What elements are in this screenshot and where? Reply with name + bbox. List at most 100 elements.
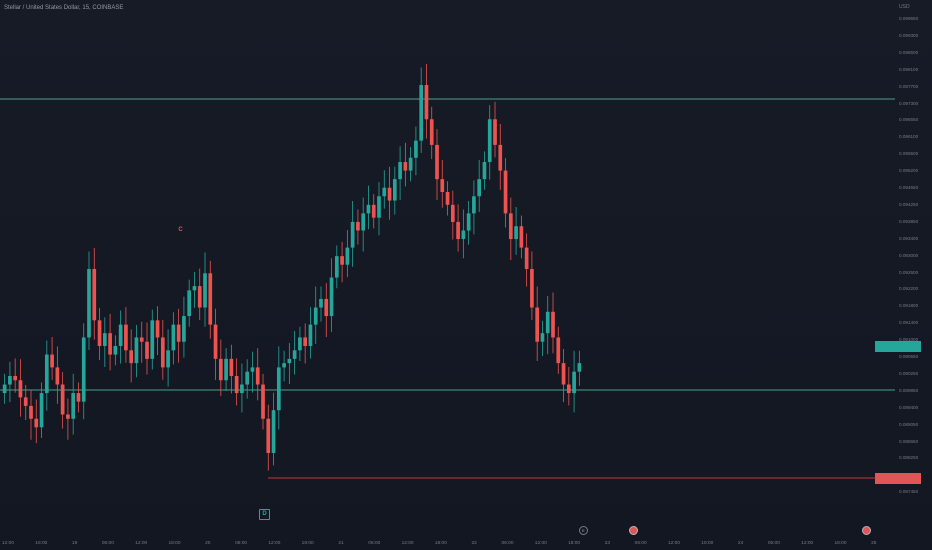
price-tick-label: 0.095500: [899, 151, 919, 157]
time-tick-label: 18:00: [301, 541, 314, 546]
price-tick-label: 0.096550: [899, 117, 919, 123]
candle-body: [466, 213, 471, 231]
time-tick-label: 18:00: [168, 541, 181, 546]
time-tick-label: 06:00: [368, 541, 381, 546]
candle-body: [182, 316, 186, 342]
time-tick-label: 18:00: [834, 541, 847, 546]
price-tick-label: 0.093000: [899, 252, 919, 258]
candle-body: [545, 311, 550, 334]
candle-body: [8, 375, 12, 385]
time-tick-label: 22: [471, 541, 477, 546]
candle-body: [303, 337, 308, 347]
price-tick-label: 0.099300: [899, 32, 919, 38]
candle-body: [313, 307, 318, 325]
candle-body: [556, 337, 561, 364]
time-tick-label: 12:00: [1, 541, 15, 546]
candle-body: [472, 196, 476, 214]
price-tick-label: 0.088250: [899, 455, 919, 461]
candle-body: [503, 170, 508, 214]
event-icon-1[interactable]: E: [579, 526, 588, 535]
price-tick-label: 0.098100: [899, 66, 919, 72]
price-tick-label: 0.093850: [899, 218, 919, 224]
price-tick-label: 0.091000: [899, 337, 919, 343]
time-tick-label: 24: [737, 541, 744, 546]
candle-body: [561, 363, 566, 385]
price-tick-label: 0.092600: [899, 269, 919, 275]
candle-body: [218, 358, 223, 381]
candle-body: [450, 204, 455, 222]
time-tick-label: 19: [71, 541, 78, 546]
candle-body: [440, 179, 445, 192]
candle-body: [298, 337, 302, 351]
candle-body: [524, 247, 529, 269]
candle-body: [366, 204, 371, 214]
candle-body: [287, 358, 292, 364]
candle-body: [361, 213, 366, 231]
price-tick-label: 0.094250: [899, 201, 919, 207]
candle-body: [176, 324, 181, 342]
price-tick-label: 0.097700: [899, 83, 919, 89]
currency-label: USD: [899, 4, 910, 10]
symbol-title: Stellar / United States Dollar, 15, COIN…: [4, 5, 124, 11]
price-tick-label: 0.088650: [899, 438, 919, 444]
time-tick-label: 21: [338, 541, 344, 546]
candle-body: [234, 375, 239, 394]
candle-body: [519, 226, 524, 248]
candle-body: [508, 213, 513, 240]
candle-body: [424, 85, 429, 120]
candle-body: [102, 333, 107, 347]
candle-body: [145, 341, 149, 359]
candle-body: [224, 358, 228, 381]
price-tick-label: 0.089400: [899, 404, 919, 410]
price-tick-label: 0.090650: [899, 354, 919, 359]
candle-body: [250, 367, 255, 372]
candle-body: [572, 371, 576, 394]
candle-body: [392, 179, 397, 201]
candle-body: [319, 298, 323, 308]
candle-body: [419, 85, 424, 141]
candle-body: [514, 226, 518, 240]
price-tick-label: 0.095200: [899, 168, 919, 174]
candle-body: [414, 140, 418, 158]
candle-body: [487, 119, 492, 163]
candle-body: [371, 204, 376, 218]
price-tick-label: 0.094650: [899, 185, 919, 190]
candle-body: [535, 307, 540, 342]
candle-body: [139, 337, 144, 342]
candle-body: [39, 393, 44, 428]
candle-body: [171, 324, 176, 351]
candle-body: [13, 375, 18, 381]
candle-group: [2, 64, 582, 471]
event-icon-2[interactable]: [629, 526, 638, 535]
candle-body: [124, 324, 128, 351]
event-icon-3[interactable]: [862, 526, 871, 535]
wave-label-d[interactable]: D: [259, 509, 270, 520]
candle-body: [60, 384, 65, 415]
candle-body: [44, 354, 49, 394]
candle-body: [55, 367, 60, 385]
candle-body: [81, 337, 86, 402]
price-tick-label: 0.096100: [899, 134, 919, 140]
candle-body: [282, 363, 286, 368]
time-tick-label: 18:00: [35, 541, 48, 546]
candle-body: [345, 247, 350, 265]
time-tick-label: 06:00: [501, 541, 514, 546]
candle-body: [350, 221, 355, 248]
time-tick-label: 18:00: [434, 541, 447, 546]
time-tick-label: 06:00: [235, 541, 248, 546]
candle-body: [87, 269, 91, 338]
candle-body: [387, 187, 392, 201]
price-tick-label: 0.092200: [899, 286, 919, 292]
price-tick-label: 0.099550: [899, 16, 919, 21]
price-tick-label: 0.087450: [899, 489, 919, 495]
candle-body: [129, 350, 134, 364]
candle-body: [498, 144, 503, 171]
candle-body: [324, 298, 329, 317]
candle-body: [408, 157, 413, 171]
wave-label-c[interactable]: C: [178, 227, 183, 233]
candle-body: [329, 277, 334, 317]
price-tick-label: 0.089050: [899, 421, 919, 427]
candle-body: [398, 162, 402, 180]
